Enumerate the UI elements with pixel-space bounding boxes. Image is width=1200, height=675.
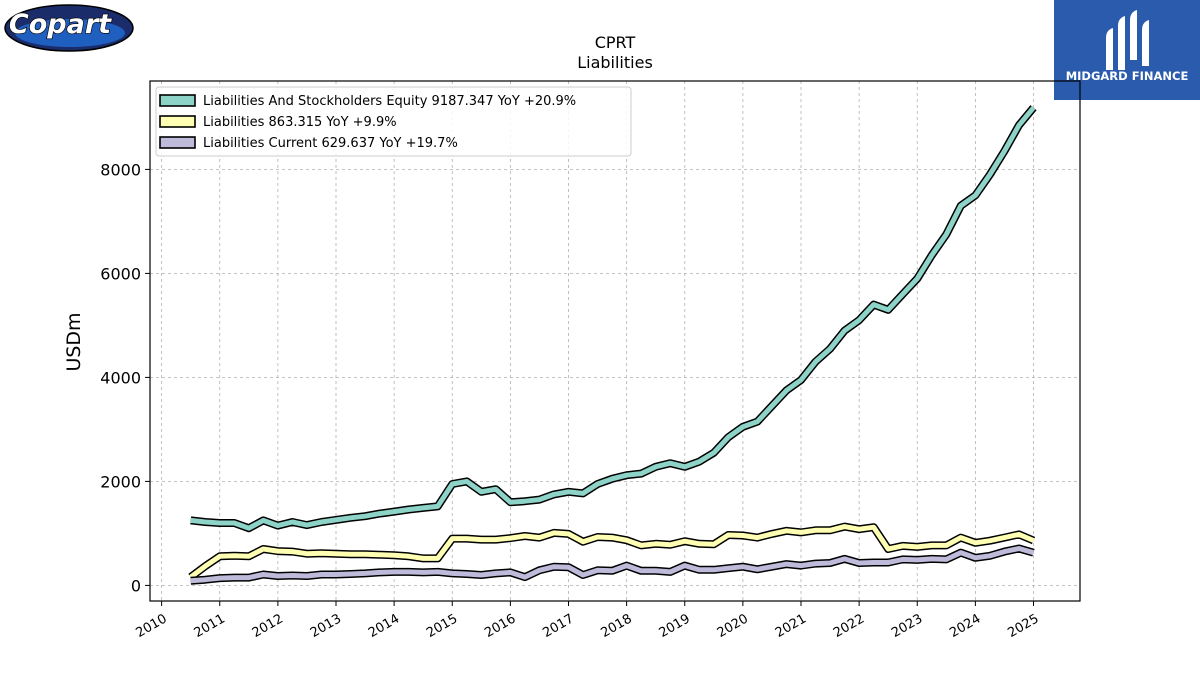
x-tick-label: 2017 [540, 611, 576, 641]
x-tick-label: 2011 [192, 611, 228, 641]
plot-area-frame [149, 80, 1081, 602]
legend-swatch [159, 115, 196, 128]
legend-item: Liabilities And Stockholders Equity 9187… [159, 94, 576, 109]
series-stroke [190, 546, 1035, 584]
x-tick-label: 2025 [1005, 611, 1041, 641]
legend-box [155, 86, 632, 157]
x-tick-label: 2018 [598, 611, 634, 641]
legend-label: Liabilities And Stockholders Equity 9187… [203, 94, 576, 109]
midgard-finance-logo: MIDGARD FINANCE [1054, 0, 1200, 100]
x-tick-label: 2022 [831, 611, 867, 641]
x-tick-label: 2013 [308, 611, 344, 641]
copart-logo-text: Copart [9, 9, 112, 40]
x-tick-label: 2020 [715, 611, 751, 641]
legend-label: Liabilities Current 629.637 YoY +19.7% [203, 136, 458, 151]
legend-swatch [159, 136, 196, 149]
y-tick-label: 6000 [100, 264, 141, 283]
legend-label: Liabilities 863.315 YoY +9.9% [203, 115, 397, 130]
chart-subtitle: Liabilities [577, 53, 653, 72]
x-tick-label: 2014 [366, 611, 402, 641]
series-stroke [189, 524, 1035, 580]
midgard-mark-icon [1106, 10, 1149, 70]
series-outline [190, 105, 1037, 533]
legend: Liabilities And Stockholders Equity 9187… [155, 86, 632, 157]
grid-lines [150, 81, 1080, 601]
legend-item: Liabilities 863.315 YoY +9.9% [159, 115, 397, 130]
series-line-0 [190, 105, 1037, 533]
midgard-logo-text: MIDGARD FINANCE [1066, 69, 1189, 83]
series-line-2 [190, 544, 1035, 585]
y-tick-label: 8000 [100, 160, 141, 179]
x-tick-label: 2024 [947, 611, 983, 641]
x-tick-label: 2021 [773, 611, 809, 641]
legend-swatch [159, 94, 196, 107]
y-tick-label: 2000 [100, 472, 141, 491]
x-tick-label: 2016 [482, 611, 518, 641]
y-tick-label: 4000 [100, 368, 141, 387]
legend-item: Liabilities Current 629.637 YoY +19.7% [159, 136, 458, 151]
x-tick-label: 2015 [424, 611, 460, 641]
x-tick-label: 2012 [250, 611, 286, 641]
series-lines [188, 105, 1037, 585]
y-axis-label: USDm [63, 312, 85, 371]
copart-logo: Copart [4, 4, 134, 52]
series-line-1 [188, 522, 1036, 581]
x-tick-label: 2019 [657, 611, 693, 641]
y-tick-label: 0 [131, 576, 141, 595]
series-stroke [190, 106, 1036, 531]
x-tick-label: 2023 [889, 611, 925, 641]
x-tick-label: 2010 [133, 611, 169, 641]
chart-title: CPRT [595, 33, 636, 52]
